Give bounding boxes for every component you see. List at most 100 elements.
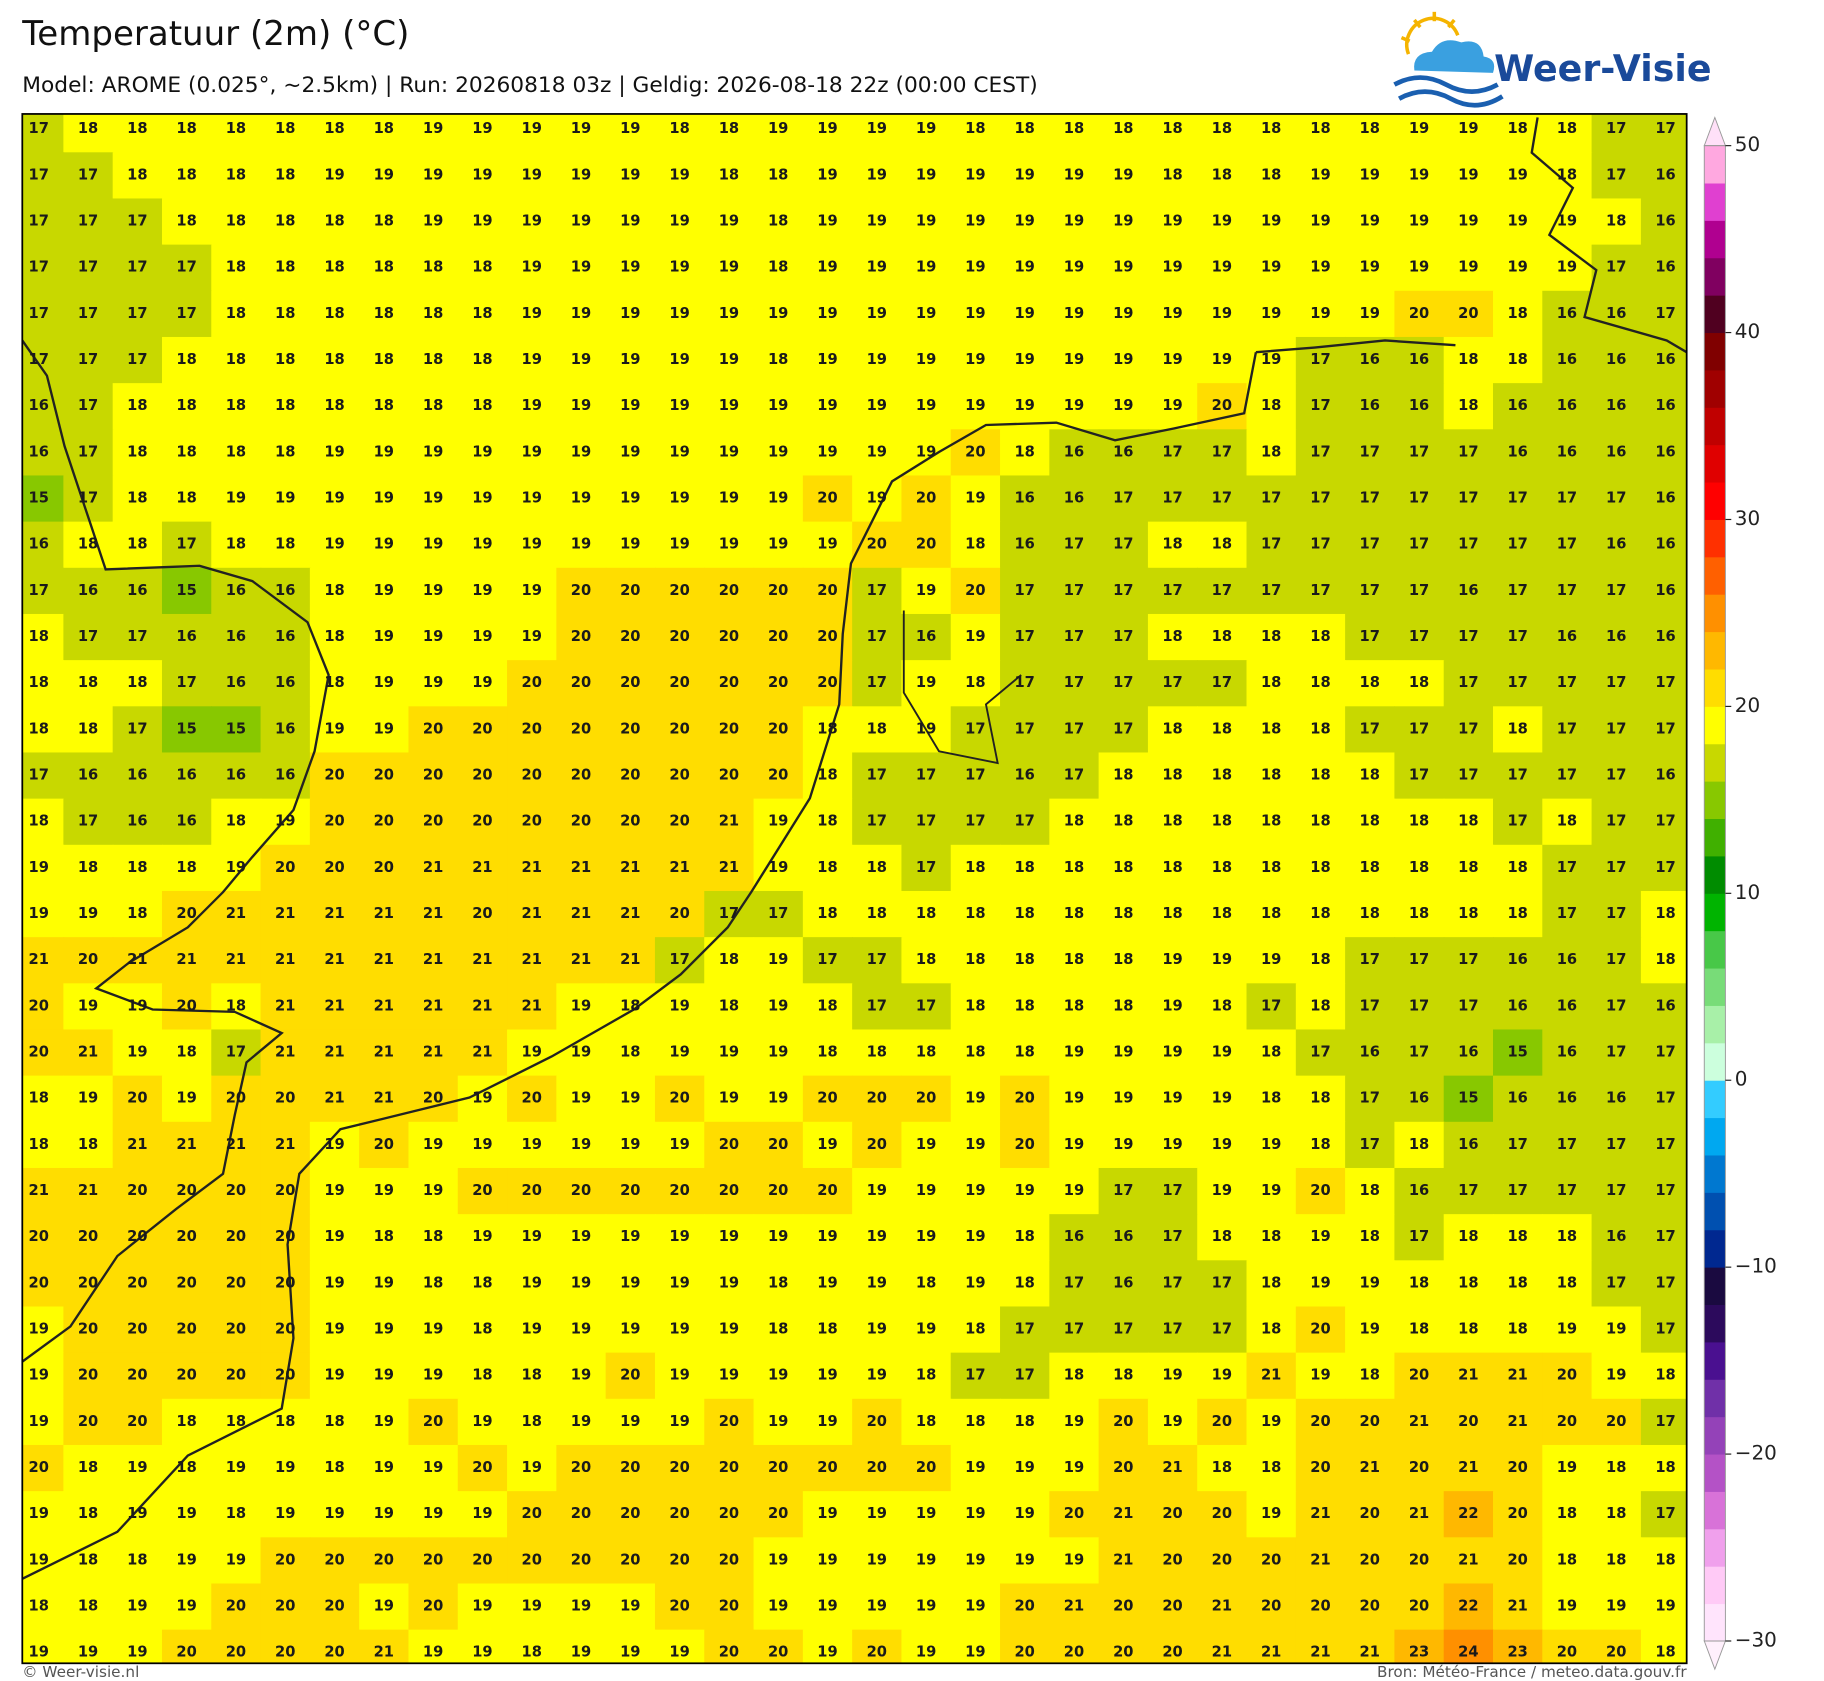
temperature-cell [1049,1214,1100,1262]
temperature-label: 17 [1655,1182,1675,1199]
temperature-cell [852,937,903,985]
temperature-cell [1394,798,1445,846]
temperature-label: 19 [324,536,344,553]
temperature-label: 19 [916,1505,936,1522]
temperature-cell [950,890,1001,938]
temperature-cell [1000,1444,1051,1492]
temperature-cell [654,336,705,384]
temperature-label: 17 [1606,813,1626,830]
temperature-cell [457,521,508,569]
temperature-cell [112,844,163,892]
temperature-label: 20 [669,1090,689,1107]
temperature-label: 17 [78,351,98,368]
temperature-label: 18 [1507,351,1527,368]
temperature-cell [1246,1121,1297,1169]
temperature-cell [852,613,903,661]
temperature-label: 20 [78,951,98,968]
temperature-label: 19 [719,259,739,276]
temperature-cell [1493,198,1544,246]
temperature-label: 17 [1064,720,1084,737]
temperature-label: 19 [768,536,788,553]
temperature-cell [802,152,853,200]
temperature-cell [457,1491,508,1539]
temperature-cell [1197,1629,1248,1664]
temperature-cell [507,660,558,708]
temperature-cell [1394,844,1445,892]
temperature-label: 19 [768,120,788,137]
temperature-label: 19 [965,166,985,183]
temperature-cell [1197,983,1248,1031]
temperature-label: 18 [1064,120,1084,137]
temperature-cell [408,1214,459,1262]
temperature-cell [1345,1167,1396,1215]
temperature-cell [1345,113,1396,153]
temperature-label: 19 [1310,1274,1330,1291]
temperature-cell [1147,1491,1198,1539]
temperature-cell [1246,1583,1297,1631]
temperature-cell [950,613,1001,661]
temperature-cell [852,475,903,523]
temperature-label: 19 [817,443,837,460]
temperature-label: 19 [522,120,542,137]
temperature-cell [1443,198,1494,246]
temperature-cell [852,1260,903,1308]
temperature-cell [852,706,903,754]
temperature-cell [22,1260,65,1308]
temperature-cell [211,1121,262,1169]
temperature-label: 21 [719,813,739,830]
temperature-label: 20 [522,1182,542,1199]
temperature-cell [112,1583,163,1631]
temperature-cell [309,1629,360,1664]
temperature-label: 17 [1557,582,1577,599]
temperature-label: 17 [78,259,98,276]
temperature-label: 19 [324,720,344,737]
temperature-cell [1147,1398,1198,1446]
temperature-label: 19 [423,166,443,183]
temperature-label: 18 [1310,674,1330,691]
temperature-cell [1640,1029,1687,1077]
temperature-label: 19 [374,1598,394,1615]
temperature-label: 18 [1458,1228,1478,1245]
temperature-label: 18 [1458,1321,1478,1338]
temperature-cell [753,613,804,661]
temperature-label: 18 [1458,859,1478,876]
temperature-cell [1246,1260,1297,1308]
temperature-label: 19 [423,582,443,599]
temperature-label: 17 [965,767,985,784]
temperature-label: 18 [1606,1551,1626,1568]
temperature-cell [408,336,459,384]
temperature-label: 16 [1458,1044,1478,1061]
temperature-cell [753,198,804,246]
temperature-cell [605,1167,656,1215]
temperature-cell [753,706,804,754]
temperature-label: 20 [176,1182,196,1199]
temperature-label: 19 [965,1505,985,1522]
temperature-cell [1147,383,1198,431]
temperature-cell [1443,1029,1494,1077]
temperature-cell [1295,1167,1346,1215]
temperature-label: 18 [916,905,936,922]
temperature-label: 18 [374,397,394,414]
temperature-label: 19 [522,1228,542,1245]
temperature-cell [802,937,853,985]
temperature-label: 20 [1014,1090,1034,1107]
temperature-label: 17 [867,767,887,784]
temperature-label: 19 [1113,1044,1133,1061]
temperature-label: 21 [472,859,492,876]
temperature-label: 18 [1360,767,1380,784]
temperature-cell [211,937,262,985]
temperature-cell [211,798,262,846]
temperature-label: 21 [78,1182,98,1199]
temperature-cell [1000,1398,1051,1446]
temperature-label: 17 [916,859,936,876]
temperature-cell [1591,1306,1642,1354]
temperature-cell [1443,1121,1494,1169]
temperature-label: 18 [1014,443,1034,460]
temperature-label: 18 [1360,859,1380,876]
temperature-cell [1493,1214,1544,1262]
temperature-cell [1345,937,1396,985]
temperature-cell [950,1583,1001,1631]
temperature-label: 18 [719,120,739,137]
temperature-cell [950,383,1001,431]
temperature-cell [63,1029,114,1077]
